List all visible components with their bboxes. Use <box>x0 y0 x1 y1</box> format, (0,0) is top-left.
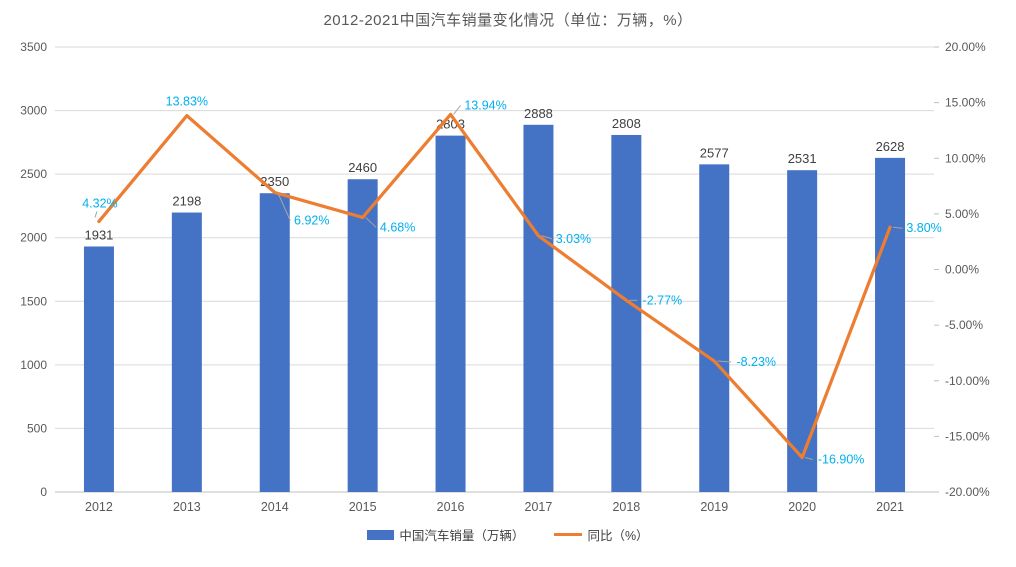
chart-title: 2012-2021中国汽车销量变化情况（单位：万辆，%） <box>323 12 693 29</box>
legend-item-yoy: 同比（%） <box>554 525 649 544</box>
leader-line <box>453 105 461 115</box>
bar-value-label: 1931 <box>84 227 113 242</box>
y-axis-left-tick-label: 2000 <box>20 231 47 245</box>
legend-bar-swatch-icon <box>367 529 395 540</box>
leader-line <box>717 360 732 363</box>
data-point-label: 4.68% <box>380 220 415 234</box>
trend-line <box>97 112 892 460</box>
y-axis-right-tick-label: -15.00% <box>945 429 990 443</box>
legend-bar-label: 中国汽车销量（万辆） <box>399 529 525 543</box>
bar-2021 <box>875 157 906 492</box>
y-axis-right-tick-label: 15.00% <box>945 96 986 110</box>
x-axis-label: 2016 <box>437 500 465 514</box>
x-axis-label: 2017 <box>525 500 553 514</box>
y-axis-right-tick-label: 20.00% <box>945 40 986 54</box>
y-axis-right-tick-label: -10.00% <box>945 374 990 388</box>
bar-value-label: 2888 <box>524 106 553 121</box>
bar-2012 <box>83 246 114 492</box>
x-axis-label: 2013 <box>173 500 201 514</box>
y-axis-right-tick-label: 10.00% <box>945 151 986 165</box>
data-point-label: 13.94% <box>464 98 506 112</box>
bar-value-label: 2803 <box>436 117 465 132</box>
bar-value-label: 2577 <box>700 145 729 160</box>
y-axis-right-tick-label: -20.00% <box>945 485 990 499</box>
x-axis-label: 2015 <box>349 500 377 514</box>
leader-line <box>892 226 903 229</box>
y-axis-left-tick-label: 500 <box>27 421 47 435</box>
x-axis-label: 2019 <box>700 500 728 514</box>
bar-value-label: 2628 <box>876 139 905 154</box>
bar-2015 <box>347 179 378 492</box>
bar-value-label: 2460 <box>348 160 377 175</box>
y-axis-right-tick-label: -5.00% <box>945 318 983 332</box>
chart-plot-area: 0 500 1000 1500 2000 2500 3000 3500 -20.00% -15.0… <box>20 40 990 514</box>
x-axis-label: 2020 <box>788 500 816 514</box>
data-point-label: 3.80% <box>906 221 941 235</box>
y-axis-right-tick-label: 0.00% <box>945 263 979 277</box>
bar-value-label: 2531 <box>788 151 817 166</box>
y-axis-left-tick-label: 1000 <box>20 358 47 372</box>
legend-item-sales: 中国汽车销量（万辆） <box>367 525 524 544</box>
data-point-label: 13.83% <box>166 95 208 109</box>
x-axis-label: 2021 <box>876 500 904 514</box>
bar-2017 <box>523 124 554 492</box>
data-point-label: -8.23% <box>736 355 776 369</box>
y-axis-left-tick-label: 2500 <box>20 167 47 181</box>
chart-legend: 中国汽车销量（万辆） 同比（%） <box>0 525 1016 544</box>
data-point-label: 4.32% <box>82 196 117 210</box>
bar-value-label: 2198 <box>172 194 201 209</box>
leader-line <box>94 211 98 218</box>
bar-2014 <box>259 193 290 492</box>
data-point-label: -16.90% <box>818 453 865 467</box>
leader-line <box>541 235 553 240</box>
y-axis-left-tick-label: 3000 <box>20 104 47 118</box>
legend-line-label: 同比（%） <box>587 529 649 543</box>
y-axis-left-tick-label: 0 <box>40 485 47 499</box>
y-axis-left-tick-label: 1500 <box>20 294 47 308</box>
x-axis-label: 2014 <box>261 500 289 514</box>
legend-line-swatch-icon <box>554 532 583 537</box>
leader-line <box>805 457 813 460</box>
bar-2013 <box>171 212 202 493</box>
data-point-label: -2.77% <box>643 293 683 307</box>
bar-value-label: 2808 <box>612 116 641 131</box>
x-axis-label: 2012 <box>85 500 113 514</box>
leader-line <box>365 217 377 228</box>
bar-2020 <box>787 170 818 493</box>
y-axis-left-tick-label: 3500 <box>20 40 47 54</box>
data-point-label: 3.03% <box>556 232 591 246</box>
bar-2016 <box>435 135 466 492</box>
bar-2019 <box>699 164 730 493</box>
bar-2018 <box>611 134 642 493</box>
y-axis-right-tick-label: 5.00% <box>945 207 979 221</box>
leader-line <box>277 192 291 221</box>
data-point-label: 6.92% <box>294 214 329 228</box>
x-axis-label: 2018 <box>612 500 640 514</box>
